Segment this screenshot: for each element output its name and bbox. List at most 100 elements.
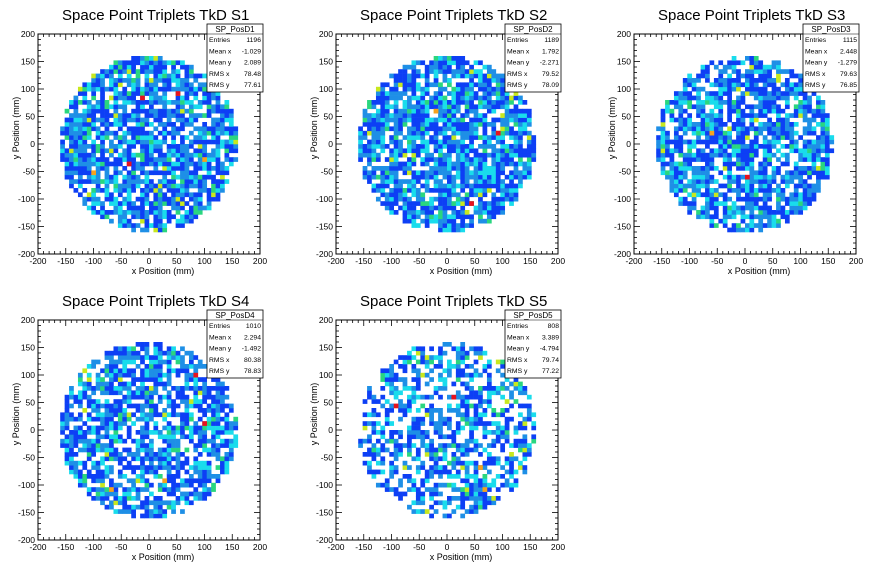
heatmap-cell bbox=[780, 82, 786, 88]
heatmap-cell bbox=[140, 412, 145, 418]
heatmap-cell bbox=[122, 108, 128, 114]
heatmap-cell bbox=[771, 144, 777, 149]
heatmap-cell bbox=[384, 170, 390, 176]
heatmap-cell bbox=[202, 100, 208, 105]
heatmap-cell bbox=[784, 196, 790, 202]
heatmap-cell bbox=[522, 130, 528, 136]
heatmap-cell bbox=[433, 95, 439, 101]
heatmap-cell bbox=[771, 78, 777, 83]
heatmap-cell bbox=[398, 117, 403, 123]
heatmap-cell bbox=[82, 430, 88, 435]
heatmap-cell bbox=[415, 135, 421, 140]
heatmap-cell bbox=[82, 465, 88, 470]
heatmap-cell bbox=[762, 201, 768, 206]
heatmap-cell bbox=[149, 148, 154, 154]
heatmap-cell bbox=[687, 161, 693, 167]
heatmap-cell bbox=[73, 95, 79, 101]
heatmap-cell bbox=[122, 447, 128, 453]
heatmap-cell bbox=[731, 205, 737, 211]
heatmap-cell bbox=[491, 148, 497, 154]
heatmap-cell bbox=[202, 478, 208, 484]
heatmap-cell bbox=[420, 174, 426, 180]
heatmap-cell bbox=[776, 157, 781, 162]
heatmap-cell bbox=[438, 86, 443, 92]
heatmap-cell bbox=[166, 73, 172, 79]
heatmap-cell bbox=[206, 403, 212, 409]
heatmap-cell bbox=[180, 412, 185, 418]
heatmap-cell bbox=[669, 100, 675, 105]
heatmap-cell bbox=[398, 82, 403, 88]
heatmap-cell bbox=[184, 95, 190, 101]
heatmap-cell bbox=[171, 201, 176, 206]
heatmap-cell bbox=[442, 223, 448, 228]
heatmap-cell bbox=[131, 60, 136, 66]
heatmap-cell bbox=[224, 108, 230, 114]
heatmap-cell bbox=[767, 148, 772, 154]
heatmap-cell bbox=[740, 152, 746, 158]
heatmap-cell bbox=[188, 214, 194, 220]
heatmap-cell bbox=[82, 394, 88, 400]
heatmap-cell bbox=[802, 108, 808, 114]
heatmap-cell bbox=[389, 188, 395, 193]
heatmap-cell bbox=[131, 91, 136, 96]
heatmap-cell bbox=[455, 86, 461, 92]
heatmap-cell bbox=[411, 399, 417, 404]
heatmap-cell bbox=[784, 174, 790, 180]
heatmap-cell bbox=[718, 135, 724, 140]
heatmap-cell bbox=[153, 342, 159, 347]
heatmap-cell bbox=[211, 104, 216, 110]
heatmap-cell bbox=[166, 434, 172, 440]
heatmap-cell bbox=[776, 201, 781, 206]
heatmap-cell bbox=[478, 214, 483, 220]
heatmap-cell bbox=[180, 161, 185, 167]
heatmap-cell bbox=[411, 60, 417, 66]
heatmap-cell bbox=[780, 192, 786, 198]
heatmap-cell bbox=[691, 144, 697, 149]
heatmap-cell bbox=[415, 73, 421, 79]
heatmap-cell bbox=[802, 179, 808, 184]
heatmap-cell bbox=[784, 157, 790, 162]
heatmap-cell bbox=[415, 465, 421, 470]
heatmap-cell bbox=[411, 174, 417, 180]
heatmap-cell bbox=[171, 346, 176, 352]
heatmap-cell bbox=[166, 399, 172, 404]
heatmap-cell bbox=[171, 108, 176, 114]
heatmap-cell bbox=[731, 179, 737, 184]
heatmap-cell bbox=[149, 86, 154, 92]
heatmap-cell bbox=[713, 100, 719, 105]
heatmap-cell bbox=[135, 135, 141, 140]
heatmap-cell bbox=[736, 126, 741, 132]
heatmap-cell bbox=[153, 355, 159, 360]
heatmap-cell bbox=[100, 469, 105, 475]
heatmap-cell bbox=[415, 350, 421, 356]
heatmap-cell bbox=[64, 443, 70, 448]
heatmap-cell bbox=[402, 201, 408, 206]
heatmap-cell bbox=[206, 447, 212, 453]
heatmap-cell bbox=[486, 183, 492, 189]
heatmap-cell bbox=[206, 460, 212, 466]
heatmap-cell bbox=[398, 364, 403, 369]
heatmap-cell bbox=[358, 135, 363, 140]
heatmap-cell bbox=[380, 183, 386, 189]
heatmap-cell bbox=[749, 227, 755, 233]
heatmap-cell bbox=[233, 443, 239, 448]
heatmap-cell bbox=[447, 148, 452, 154]
heatmap-cell bbox=[771, 126, 777, 132]
heatmap-cell bbox=[175, 469, 181, 475]
heatmap-cell bbox=[784, 95, 790, 101]
x-tick-label: -50 bbox=[711, 256, 724, 266]
heatmap-cell bbox=[157, 188, 163, 193]
heatmap-cell bbox=[193, 135, 199, 140]
heatmap-cell bbox=[184, 179, 190, 184]
heatmap-cell bbox=[82, 95, 88, 101]
heatmap-cell bbox=[415, 201, 421, 206]
heatmap-cell bbox=[455, 82, 461, 88]
heatmap-cell bbox=[95, 108, 101, 114]
heatmap-cell bbox=[673, 179, 679, 184]
heatmap-cell bbox=[393, 394, 399, 400]
heatmap-cell bbox=[389, 86, 395, 92]
heatmap-cell bbox=[407, 504, 412, 510]
heatmap-cell bbox=[224, 386, 230, 391]
heatmap-cell bbox=[749, 157, 755, 162]
heatmap-cell bbox=[193, 210, 199, 215]
